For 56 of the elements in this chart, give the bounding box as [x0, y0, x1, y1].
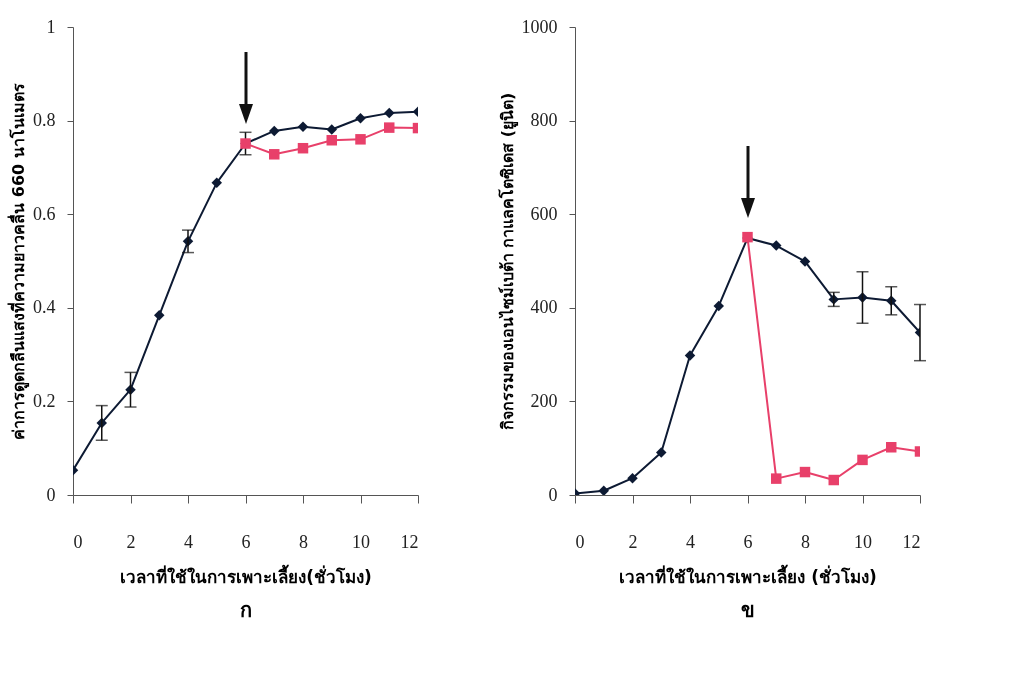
- x-tick-label: 0: [73, 531, 83, 552]
- x-tick-label: 10: [352, 531, 370, 552]
- x-axis-title: เวลาที่ใช้ในการเพาะเลี้ยง (ชั่วโมง): [619, 563, 877, 587]
- y-tick-label: 0.6: [33, 203, 56, 224]
- point: [355, 134, 366, 145]
- point: [627, 472, 638, 484]
- point: [211, 177, 222, 189]
- point: [656, 447, 667, 458]
- point: [799, 466, 811, 478]
- point: [598, 485, 609, 495]
- x-tick-label: 12: [400, 531, 419, 552]
- y-tick-label: 0.2: [33, 390, 56, 411]
- point: [828, 474, 839, 486]
- point: [269, 149, 280, 160]
- y-tick-label: 0: [46, 484, 56, 505]
- text: ข: [740, 598, 755, 622]
- x-tick-label: 10: [854, 531, 872, 552]
- point: [857, 454, 868, 466]
- x-tick-label: 12: [902, 531, 921, 552]
- point: [326, 135, 337, 146]
- x-tick-label: 8: [299, 531, 308, 552]
- y-tick-label: 800: [530, 110, 558, 131]
- y-tick-label: 1000: [521, 16, 558, 37]
- point: [297, 121, 309, 132]
- point: [713, 300, 724, 312]
- x-tick-label: 2: [126, 531, 136, 552]
- point: [384, 122, 395, 133]
- text: ก: [239, 598, 252, 622]
- y-tick-label: 0.8: [33, 110, 56, 131]
- y-tick-label: 400: [530, 297, 558, 318]
- y-tick-label: 1: [46, 16, 56, 37]
- point: [355, 113, 366, 124]
- point: [269, 125, 280, 137]
- y-tick-label: 0: [548, 484, 558, 505]
- point: [886, 442, 897, 453]
- x-tick-label: 6: [241, 531, 251, 552]
- point: [297, 142, 309, 154]
- point: [684, 350, 696, 361]
- point: [771, 240, 782, 251]
- y-tick-label: 200: [530, 390, 558, 411]
- y-tick-label: 600: [530, 203, 558, 224]
- y-tick-label: 0.4: [33, 297, 56, 318]
- y-axis-title: กิจกรรมของเอนไซม์เบต้า กาแลคโตซิเดส (ยูนิต): [496, 92, 519, 431]
- point: [384, 107, 395, 119]
- x-tick-label: 8: [801, 531, 810, 552]
- x-axis-title: เวลาที่ใช้ในการเพาะเลี้ยง(ชั่วโมง): [120, 563, 372, 587]
- x-tick-label: 4: [686, 531, 695, 552]
- point: [154, 310, 165, 321]
- point: [326, 124, 337, 135]
- point: [771, 473, 782, 484]
- point: [799, 256, 811, 267]
- x-tick-label: 2: [628, 531, 638, 552]
- y-axis-title: ค่าการดูดกลืนแสงที่ความยาวคลื่น 660 นาโนเมตร: [7, 83, 30, 440]
- x-tick-label: 4: [184, 531, 193, 552]
- x-tick-label: 0: [575, 531, 585, 552]
- x-tick-label: 6: [743, 531, 753, 552]
